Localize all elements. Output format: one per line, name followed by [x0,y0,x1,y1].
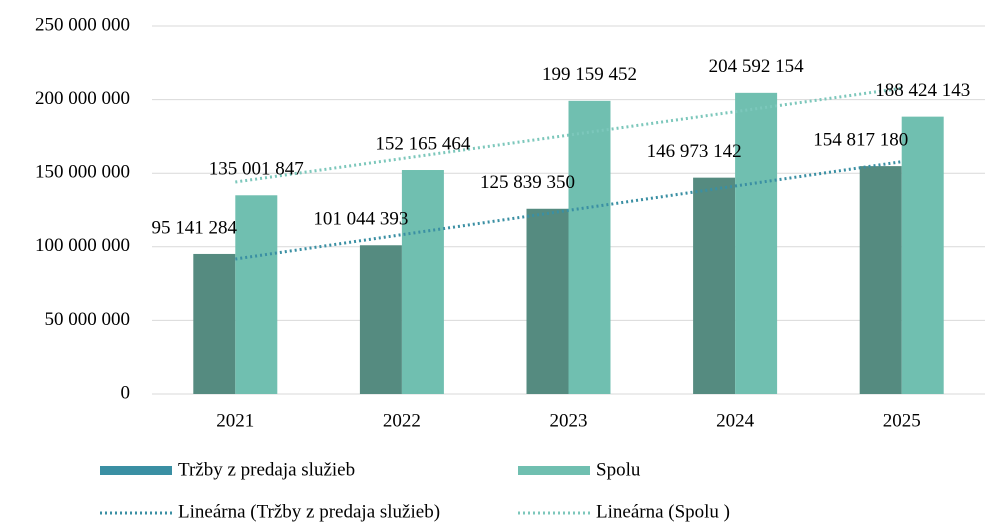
data-label: 204 592 154 [709,56,805,77]
bar [859,166,902,394]
bar [526,208,569,394]
bar [235,195,278,394]
legend-label: Spolu [596,459,641,480]
bar [401,170,444,394]
bar [693,177,736,394]
y-tick-label: 250 000 000 [35,14,130,35]
trendline [235,86,902,184]
x-tick-label: 2024 [716,410,755,431]
data-label: 101 044 393 [313,209,408,230]
legend-label: Lineárna (Spolu ) [596,501,730,522]
data-label: 135 001 847 [209,159,304,180]
data-label: 125 839 350 [480,172,575,193]
y-tick-label: 200 000 000 [35,88,130,109]
data-label: 146 973 142 [647,141,742,162]
y-tick-label: 150 000 000 [35,162,130,183]
bar [193,253,236,394]
x-tick-label: 2022 [383,410,421,431]
x-tick-label: 2021 [216,410,254,431]
y-tick-label: 100 000 000 [35,235,130,256]
data-label: 199 159 452 [542,64,637,85]
x-tick-label: 2025 [883,410,921,431]
y-tick-label: 50 000 000 [45,309,131,330]
data-label: 188 424 143 [875,80,970,101]
data-label: 95 141 284 [152,217,238,238]
trendline [235,160,902,261]
bar [735,92,778,395]
legend-label: Lineárna (Tržby z predaja služieb) [178,501,440,522]
x-tick-label: 2023 [550,410,588,431]
bar [568,100,611,395]
data-label: 152 165 464 [375,133,471,154]
data-label: 154 817 180 [813,129,908,150]
bar [901,116,944,395]
legend-label: Tržby z predaja služieb [178,459,355,480]
legend-swatch [518,466,590,475]
y-tick-label: 0 [121,382,131,403]
bar [359,245,402,394]
legend-swatch [100,466,172,475]
